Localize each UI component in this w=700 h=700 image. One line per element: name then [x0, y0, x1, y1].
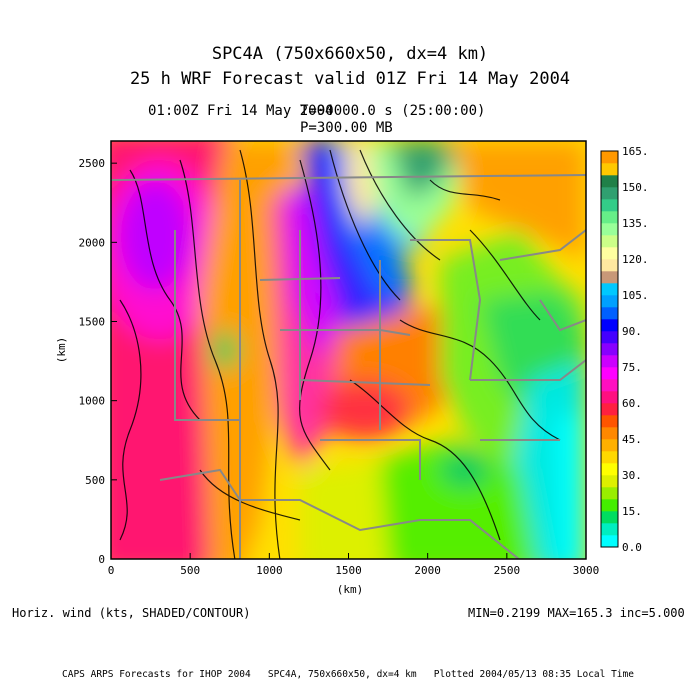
field-description: Horiz. wind (kts, SHADED/CONTOUR) — [12, 606, 251, 620]
colorbar-swatch — [601, 319, 618, 332]
pressure-level-label: P=300.00 MB — [300, 120, 393, 136]
colorbar-swatch — [601, 475, 618, 488]
colorbar-frame — [600, 150, 619, 548]
colorbar-swatch — [601, 187, 618, 200]
valid-time-label: 01:00Z Fri 14 May 2004 — [148, 103, 334, 119]
x-tick-label: 2000 — [414, 564, 441, 577]
plot-title: SPC4A (750x660x50, dx=4 km) — [211, 44, 489, 64]
colorbar-swatch — [601, 271, 618, 284]
colorbar-swatch — [601, 379, 618, 392]
y-axis-label: (km) — [55, 337, 68, 364]
colorbar-label: 30. — [622, 469, 642, 482]
x-tick-label: 2500 — [494, 564, 521, 577]
y-tick-label: 1500 — [79, 316, 106, 329]
colorbar-swatch — [601, 523, 618, 536]
y-axis: 0 500 1000 1500 2000 2500 — [79, 157, 117, 566]
colorbar-swatch — [601, 367, 618, 380]
x-axis: 0 500 1000 1500 2000 2500 3000 — [108, 553, 600, 577]
colorbar-label: 90. — [622, 325, 642, 338]
x-tick-label: 500 — [180, 564, 200, 577]
colorbar-label: 165. — [622, 145, 649, 158]
colorbar-swatch — [601, 487, 618, 500]
colorbar-swatch — [601, 331, 618, 344]
colorbar-swatch — [601, 355, 618, 368]
x-tick-label: 1500 — [335, 564, 362, 577]
field-statistics: MIN=0.2199 MAX=165.3 inc=5.000 — [468, 606, 685, 620]
colorbar-swatch — [601, 415, 618, 428]
x-axis-label: (km) — [337, 583, 364, 596]
x-tick-label: 3000 — [573, 564, 600, 577]
colorbar-swatch — [601, 439, 618, 452]
colorbar-swatch — [601, 403, 618, 416]
colorbar-swatch — [601, 499, 618, 512]
y-tick-label: 500 — [85, 474, 105, 487]
colorbar-label: 60. — [622, 397, 642, 410]
forecast-seconds-label: T=90000.0 s (25:00:00) — [300, 103, 486, 119]
colorbar-label: 135. — [622, 217, 649, 230]
colorbar-swatch — [601, 211, 618, 224]
colorbar-swatch — [601, 391, 618, 404]
colorbar-swatch — [601, 163, 618, 176]
colorbar-label: 105. — [622, 289, 649, 302]
colorbar-swatch — [601, 451, 618, 464]
colorbar-swatch — [601, 295, 618, 308]
plot-subtitle: 25 h WRF Forecast valid 01Z Fri 14 May 2… — [129, 69, 571, 89]
colorbar-swatch — [601, 283, 618, 296]
colorbar-swatch — [601, 343, 618, 356]
colorbar-swatch — [601, 463, 618, 476]
colorbar-swatch — [601, 259, 618, 272]
colorbar-swatch — [601, 151, 618, 164]
colorbar-swatch — [601, 427, 618, 440]
colorbar-swatch — [601, 535, 618, 548]
colorbar-label: 75. — [622, 361, 642, 374]
y-tick-label: 2000 — [79, 236, 106, 249]
footer-credit: CAPS ARPS Forecasts for IHOP 2004 SPC4A,… — [62, 669, 634, 680]
x-tick-label: 1000 — [256, 564, 283, 577]
y-tick-label: 1000 — [79, 395, 106, 408]
colorbar-swatch — [601, 247, 618, 260]
colorbar-swatch — [601, 223, 618, 236]
colorbar: 165. 150. 135. 120. 105. 90. 75. 60. 45. 30. 15. 0.… — [600, 145, 649, 554]
colorbar-label: 45. — [622, 433, 642, 446]
colorbar-swatch — [601, 307, 618, 320]
colorbar-label: 15. — [622, 505, 642, 518]
colorbar-label: 120. — [622, 253, 649, 266]
colorbar-swatch — [601, 199, 618, 212]
x-tick-label: 0 — [108, 564, 115, 577]
wind-field-shading — [111, 141, 586, 559]
colorbar-swatch — [601, 235, 618, 248]
colorbar-swatch — [601, 511, 618, 524]
colorbar-swatch — [601, 175, 618, 188]
y-tick-label: 2500 — [79, 157, 106, 170]
colorbar-label: 150. — [622, 181, 649, 194]
y-tick-label: 0 — [98, 553, 105, 566]
colorbar-label: 0.0 — [622, 541, 642, 554]
